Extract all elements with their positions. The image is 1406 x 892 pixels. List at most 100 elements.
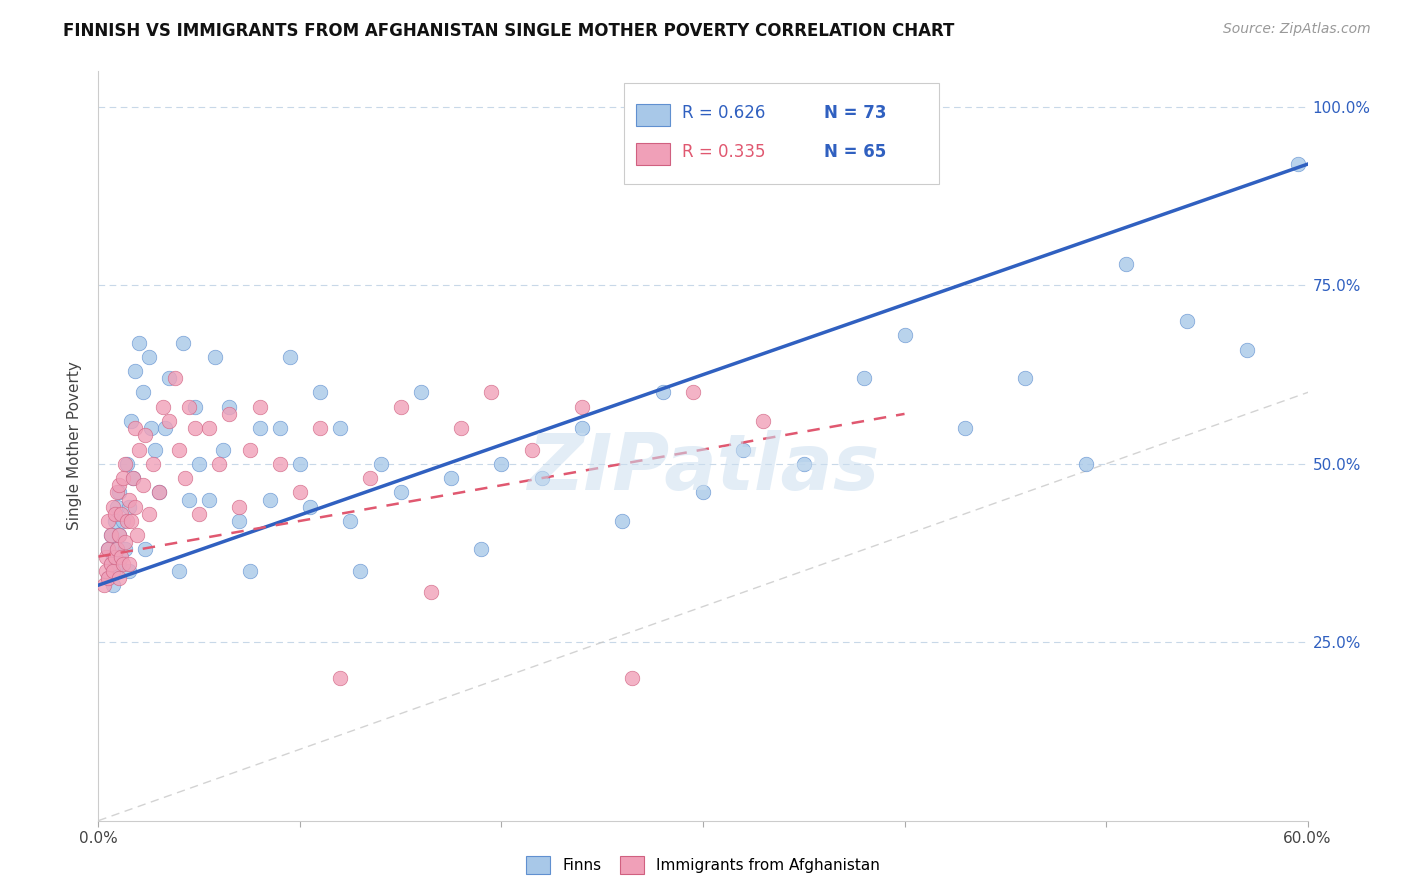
Point bbox=[953, 421, 976, 435]
Point bbox=[114, 457, 136, 471]
Y-axis label: Single Mother Poverty: Single Mother Poverty bbox=[67, 361, 83, 531]
Point bbox=[1014, 371, 1036, 385]
Point bbox=[100, 528, 122, 542]
Point bbox=[97, 542, 120, 557]
Point bbox=[148, 485, 170, 500]
Point bbox=[152, 400, 174, 414]
Point bbox=[100, 557, 122, 571]
Point bbox=[239, 564, 262, 578]
Point bbox=[132, 385, 155, 400]
Point bbox=[138, 507, 160, 521]
Point bbox=[105, 485, 128, 500]
Point bbox=[360, 471, 382, 485]
Point bbox=[111, 514, 134, 528]
Point bbox=[853, 371, 876, 385]
Point bbox=[309, 421, 332, 435]
Point bbox=[143, 442, 166, 457]
Point bbox=[188, 507, 211, 521]
Point bbox=[153, 421, 176, 435]
Point bbox=[409, 385, 432, 400]
Point bbox=[134, 428, 156, 442]
Point bbox=[120, 514, 142, 528]
Point bbox=[793, 457, 815, 471]
Point bbox=[118, 500, 141, 514]
Point bbox=[125, 528, 148, 542]
Legend: Finns, Immigrants from Afghanistan: Finns, Immigrants from Afghanistan bbox=[520, 850, 886, 880]
Text: ZIPatlas: ZIPatlas bbox=[527, 431, 879, 507]
Point bbox=[121, 471, 143, 485]
FancyBboxPatch shape bbox=[637, 143, 671, 165]
Point bbox=[491, 457, 513, 471]
Point bbox=[103, 514, 125, 528]
Point bbox=[121, 471, 143, 485]
Point bbox=[1074, 457, 1097, 471]
Point bbox=[103, 507, 125, 521]
Point bbox=[100, 557, 122, 571]
Point bbox=[114, 542, 136, 557]
Point bbox=[239, 442, 262, 457]
Point bbox=[110, 507, 132, 521]
Point bbox=[128, 335, 150, 350]
Point bbox=[733, 442, 755, 457]
FancyBboxPatch shape bbox=[624, 83, 939, 184]
Point bbox=[172, 335, 194, 350]
Point bbox=[101, 500, 124, 514]
Point bbox=[204, 350, 226, 364]
Point bbox=[612, 514, 634, 528]
Point bbox=[101, 578, 124, 592]
Point bbox=[440, 471, 463, 485]
Text: FINNISH VS IMMIGRANTS FROM AFGHANISTAN SINGLE MOTHER POVERTY CORRELATION CHART: FINNISH VS IMMIGRANTS FROM AFGHANISTAN S… bbox=[63, 22, 955, 40]
Point bbox=[124, 500, 146, 514]
Point bbox=[621, 671, 644, 685]
Point bbox=[288, 485, 311, 500]
Point bbox=[212, 442, 235, 457]
Point bbox=[107, 571, 129, 585]
Text: Source: ZipAtlas.com: Source: ZipAtlas.com bbox=[1223, 22, 1371, 37]
Point bbox=[100, 528, 122, 542]
Point bbox=[1236, 343, 1258, 357]
Point bbox=[118, 557, 141, 571]
Point bbox=[134, 542, 156, 557]
Point bbox=[174, 471, 197, 485]
Point bbox=[249, 421, 271, 435]
Point bbox=[481, 385, 503, 400]
Point bbox=[349, 564, 371, 578]
Point bbox=[97, 571, 120, 585]
Point bbox=[97, 542, 120, 557]
Point bbox=[111, 471, 134, 485]
Point bbox=[93, 578, 115, 592]
Point bbox=[278, 350, 301, 364]
Point bbox=[299, 500, 322, 514]
Point bbox=[651, 385, 673, 400]
Point bbox=[309, 385, 332, 400]
Point bbox=[249, 400, 271, 414]
Point bbox=[118, 492, 141, 507]
Point bbox=[420, 585, 443, 599]
Point bbox=[269, 457, 291, 471]
Point bbox=[339, 514, 361, 528]
Point bbox=[259, 492, 281, 507]
Text: N = 65: N = 65 bbox=[824, 143, 886, 161]
Point bbox=[107, 485, 129, 500]
Point bbox=[128, 442, 150, 457]
Point bbox=[142, 457, 165, 471]
Point bbox=[198, 421, 221, 435]
Point bbox=[110, 549, 132, 564]
Point bbox=[105, 542, 128, 557]
Point bbox=[132, 478, 155, 492]
Point bbox=[179, 400, 201, 414]
Point bbox=[370, 457, 392, 471]
Point bbox=[167, 442, 190, 457]
Point bbox=[103, 549, 125, 564]
Point bbox=[118, 564, 141, 578]
Point bbox=[470, 542, 492, 557]
Point bbox=[1286, 157, 1309, 171]
Point bbox=[208, 457, 231, 471]
Text: R = 0.626: R = 0.626 bbox=[682, 103, 766, 121]
Point bbox=[228, 500, 250, 514]
Point bbox=[115, 457, 138, 471]
Point bbox=[107, 557, 129, 571]
Point bbox=[184, 400, 207, 414]
Point bbox=[157, 414, 180, 428]
Point bbox=[450, 421, 472, 435]
